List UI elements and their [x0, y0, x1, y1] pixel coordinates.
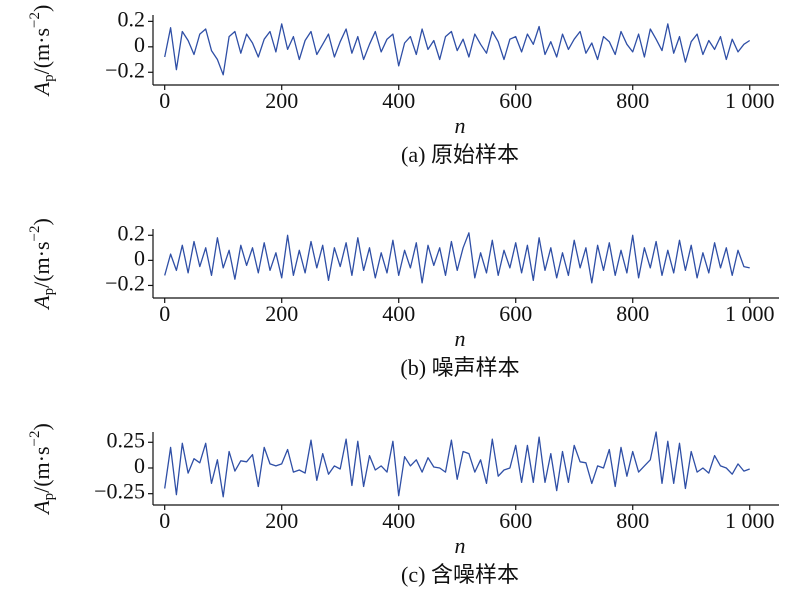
y-axis-label-part: −2 — [27, 430, 43, 446]
y-tick-label: 0.2 — [118, 220, 146, 245]
y-axis-label-part: A — [29, 81, 54, 97]
caption: (a) 原始样本 — [401, 142, 519, 167]
y-axis-label-part: ) — [29, 5, 54, 12]
x-tick-label: 800 — [616, 301, 649, 326]
y-axis-label-part: /(m·s — [29, 28, 54, 74]
y-axis-label-part: /(m·s — [29, 446, 54, 492]
x-axis-label: n — [455, 113, 466, 138]
y-axis-label-part: A — [29, 500, 54, 516]
y-tick-label: 0 — [134, 245, 145, 270]
y-tick-label: −0.2 — [105, 271, 145, 296]
signal-line — [164, 232, 750, 284]
x-tick-label: 600 — [499, 508, 532, 533]
y-axis-label-part: p — [41, 74, 57, 82]
x-tick-label: 600 — [499, 301, 532, 326]
x-axis-label: n — [455, 533, 466, 558]
y-axis-label-part: −2 — [27, 12, 43, 28]
y-axis-label-part: /(m·s — [29, 241, 54, 287]
x-tick-label: 800 — [616, 88, 649, 113]
y-axis-label-part: p — [41, 288, 57, 296]
x-tick-label: 1 000 — [725, 88, 775, 113]
y-axis-label-part: ) — [29, 218, 54, 225]
x-tick-label: 400 — [382, 508, 415, 533]
x-tick-label: 800 — [616, 508, 649, 533]
x-tick-label: 400 — [382, 88, 415, 113]
y-axis-label-part: ) — [29, 423, 54, 430]
y-axis-label: Ap/(m·s−2) — [27, 5, 57, 98]
y-axis-label-part: −2 — [27, 225, 43, 241]
x-tick-label: 600 — [499, 88, 532, 113]
x-tick-label: 1 000 — [725, 301, 775, 326]
y-axis-label: Ap/(m·s−2) — [27, 423, 57, 516]
y-axis-label-part: p — [41, 493, 57, 501]
x-tick-label: 1 000 — [725, 508, 775, 533]
x-tick-label: 0 — [159, 88, 170, 113]
x-tick-label: 0 — [159, 508, 170, 533]
y-tick-label: 0.25 — [107, 427, 146, 452]
signal-line — [164, 431, 750, 498]
y-axis-label: Ap/(m·s−2) — [27, 218, 57, 311]
x-tick-label: 200 — [265, 301, 298, 326]
y-tick-label: 0 — [134, 453, 145, 478]
x-tick-label: 0 — [159, 301, 170, 326]
x-tick-label: 200 — [265, 88, 298, 113]
y-tick-label: 0.2 — [118, 6, 146, 31]
y-axis-label-part: A — [29, 295, 54, 311]
signal-line — [164, 23, 751, 76]
y-tick-label: −0.2 — [105, 57, 145, 82]
x-tick-label: 400 — [382, 301, 415, 326]
x-axis-label: n — [455, 326, 466, 351]
caption: (b) 噪声样本 — [400, 355, 519, 380]
caption: (c) 含噪样本 — [401, 562, 519, 587]
x-tick-label: 200 — [265, 508, 298, 533]
y-tick-label: 0 — [134, 32, 145, 57]
y-tick-label: −0.25 — [94, 479, 145, 504]
